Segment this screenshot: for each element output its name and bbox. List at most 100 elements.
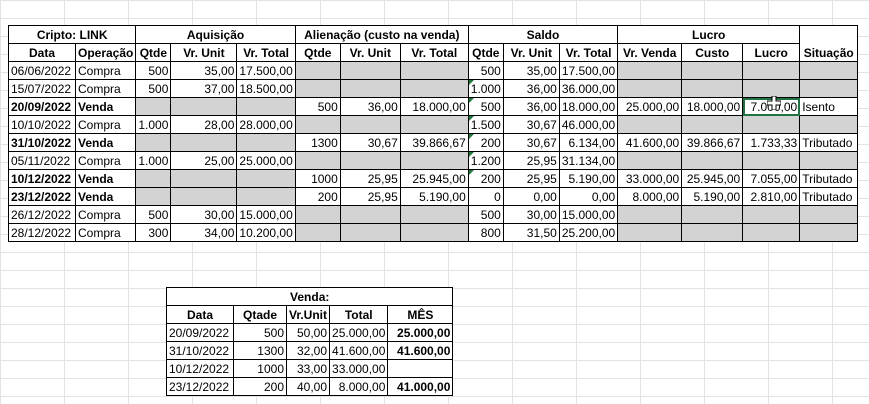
table-cell[interactable]: Compra — [74, 61, 137, 80]
table-cell[interactable]: 5.190,00 — [558, 169, 619, 188]
table-cell[interactable]: 10/10/2022 — [8, 115, 76, 134]
venda-col-total[interactable]: Total — [329, 305, 389, 324]
table-cell[interactable] — [399, 61, 469, 80]
table-cell[interactable]: 500 — [135, 79, 172, 98]
venda-col-data[interactable]: Data — [166, 305, 234, 324]
table-cell[interactable]: 06/06/2022 — [8, 61, 76, 80]
table-cell[interactable]: 1.500 — [467, 115, 504, 134]
table-cell[interactable]: 1.733,33 — [742, 133, 801, 152]
table-cell[interactable]: 6.134,00 — [558, 133, 619, 152]
table-cell[interactable]: 200 — [467, 169, 504, 188]
table-cell[interactable] — [399, 205, 469, 224]
table-cell[interactable]: 10/12/2022 — [8, 169, 76, 188]
table-cell[interactable] — [681, 205, 744, 224]
table-cell[interactable] — [617, 61, 683, 80]
col-header-vr-total[interactable]: Vr. Total — [236, 43, 296, 62]
table-cell[interactable] — [294, 223, 341, 242]
table-cell[interactable]: 500 — [467, 97, 504, 116]
table-cell[interactable] — [135, 97, 172, 116]
table-cell[interactable]: 36,00 — [502, 97, 560, 116]
table-cell[interactable]: 500 — [135, 61, 172, 80]
table-cell[interactable] — [742, 61, 801, 80]
col-header-lucro[interactable]: Lucro — [742, 43, 801, 62]
table-cell[interactable]: 35,00 — [170, 61, 238, 80]
venda-cell[interactable]: 33.000,00 — [329, 359, 389, 378]
table-cell[interactable]: 500 — [294, 97, 341, 116]
table-cell[interactable]: 18.000,00 — [558, 97, 619, 116]
table-cell[interactable] — [799, 61, 859, 80]
table-cell[interactable]: 500 — [467, 61, 504, 80]
col-header-vr-unit[interactable]: Vr. Unit — [502, 43, 560, 62]
table-cell[interactable]: 17.500,00 — [558, 61, 619, 80]
col-header-qtde[interactable]: Qtde — [135, 43, 172, 62]
table-cell[interactable]: Isento — [799, 97, 859, 116]
table-cell[interactable]: 18.000,00 — [681, 97, 744, 116]
table-cell[interactable]: 0,00 — [558, 187, 619, 206]
table-cell[interactable]: 34,00 — [170, 223, 238, 242]
venda-col-qtade[interactable]: Qtade — [233, 305, 287, 324]
table-cell[interactable] — [135, 133, 172, 152]
col-header-custo[interactable]: Custo — [681, 43, 744, 62]
table-cell[interactable]: 20/09/2022 — [8, 97, 76, 116]
col-header-vr-total[interactable]: Vr. Total — [558, 43, 619, 62]
col-header-qtde[interactable]: Qtde — [467, 43, 504, 62]
table-cell[interactable]: 39.866,67 — [681, 133, 744, 152]
table-cell[interactable]: 18.000,00 — [399, 97, 469, 116]
table-cell[interactable]: Venda — [74, 97, 137, 116]
table-cell[interactable]: 200 — [467, 133, 504, 152]
table-cell[interactable] — [170, 133, 238, 152]
table-cell[interactable]: Compra — [74, 205, 137, 224]
table-cell[interactable]: 1.000 — [135, 151, 172, 170]
venda-cell[interactable]: 200 — [233, 377, 287, 396]
table-cell[interactable]: 39.866,67 — [399, 133, 469, 152]
venda-cell[interactable]: 41.600,00 — [329, 341, 389, 360]
table-cell[interactable] — [339, 61, 401, 80]
table-cell[interactable]: 0 — [467, 187, 504, 206]
table-cell[interactable] — [617, 79, 683, 98]
table-cell[interactable]: 25.945,00 — [399, 169, 469, 188]
col-header-operacao[interactable]: Operação — [74, 43, 137, 62]
venda-cell[interactable]: 31/10/2022 — [166, 341, 234, 360]
table-cell[interactable]: 30,00 — [502, 205, 560, 224]
table-cell[interactable]: 31,50 — [502, 223, 560, 242]
table-cell[interactable]: 25.945,00 — [681, 169, 744, 188]
table-cell[interactable] — [681, 79, 744, 98]
table-cell[interactable]: Compra — [74, 79, 137, 98]
venda-cell[interactable]: 50,00 — [285, 323, 331, 342]
venda-cell[interactable]: 25.000,00 — [329, 323, 389, 342]
table-cell[interactable] — [742, 151, 801, 170]
venda-cell[interactable]: 20/09/2022 — [166, 323, 234, 342]
table-cell[interactable] — [742, 79, 801, 98]
table-cell[interactable]: 25.000,00 — [236, 151, 296, 170]
table-cell[interactable]: 25.000,00 — [617, 97, 683, 116]
table-cell[interactable] — [799, 205, 859, 224]
col-header-vr-venda[interactable]: Vr. Venda — [617, 43, 683, 62]
venda-title[interactable]: Venda: — [165, 287, 454, 306]
table-cell[interactable]: 30,67 — [339, 133, 401, 152]
saldo-header[interactable]: Saldo — [467, 25, 619, 44]
table-cell[interactable]: 31/10/2022 — [8, 133, 76, 152]
table-cell[interactable]: Tributado — [799, 187, 859, 206]
table-cell[interactable]: 28,00 — [170, 115, 238, 134]
table-cell[interactable] — [799, 151, 859, 170]
table-cell[interactable]: 17.500,00 — [236, 61, 296, 80]
table-cell[interactable]: 15.000,00 — [236, 205, 296, 224]
table-cell[interactable] — [339, 223, 401, 242]
table-cell[interactable]: Venda — [74, 133, 137, 152]
venda-cell[interactable]: 1300 — [233, 341, 287, 360]
table-cell[interactable]: 300 — [135, 223, 172, 242]
venda-cell[interactable]: 500 — [233, 323, 287, 342]
table-cell[interactable]: 30,00 — [170, 205, 238, 224]
table-cell[interactable] — [742, 205, 801, 224]
venda-cell[interactable]: 41.000,00 — [387, 377, 454, 396]
table-cell[interactable]: 25,95 — [339, 187, 401, 206]
table-cell[interactable]: 5.190,00 — [399, 187, 469, 206]
venda-cell[interactable]: 32,00 — [285, 341, 331, 360]
table-cell[interactable] — [236, 169, 296, 188]
col-header-vr-unit[interactable]: Vr. Unit — [339, 43, 401, 62]
table-cell[interactable] — [236, 133, 296, 152]
venda-cell[interactable]: 33,00 — [285, 359, 331, 378]
table-cell[interactable] — [681, 223, 744, 242]
table-cell[interactable]: 2.810,00 — [742, 187, 801, 206]
table-cell[interactable]: 31.134,00 — [558, 151, 619, 170]
